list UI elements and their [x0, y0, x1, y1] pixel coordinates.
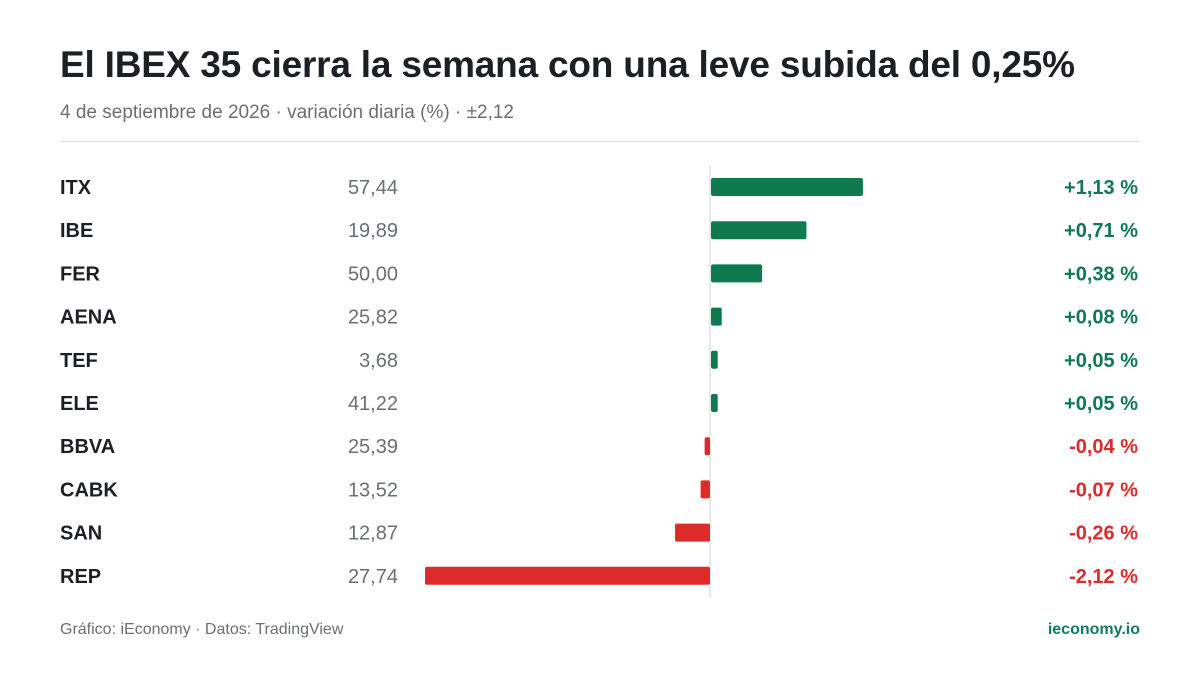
price-label: 3,68 [359, 350, 398, 372]
price-label: 19,89 [348, 220, 398, 242]
table-row: CABK 13,52 -0,07 % [60, 479, 1138, 501]
table-row: AENA 25,82 +0,08 % [60, 307, 1138, 329]
change-label: +1,13 % [1064, 177, 1138, 199]
price-label: 13,52 [348, 479, 398, 501]
table-row: REP 27,74 -2,12 % [60, 566, 1138, 588]
ticker-label: FER [60, 263, 101, 285]
bar-positive [711, 350, 718, 369]
chart-title: El IBEX 35 cierra la semana con una leve… [60, 44, 1075, 85]
brand-link[interactable]: ieconomy.io [1047, 621, 1140, 638]
table-row: ITX 57,44 +1,13 % [60, 177, 1138, 199]
table-row: FER 50,00 +0,38 % [60, 263, 1138, 285]
table-row: IBE 19,89 +0,71 % [60, 220, 1138, 242]
table-row: TEF 3,68 +0,05 % [60, 350, 1138, 372]
price-label: 12,87 [348, 523, 398, 545]
bar-negative [704, 437, 710, 456]
change-label: +0,38 % [1064, 263, 1138, 285]
bar-negative [675, 523, 710, 542]
change-label: +0,08 % [1064, 307, 1138, 329]
bar-positive [711, 264, 763, 283]
table-row: BBVA 25,39 -0,04 % [60, 436, 1138, 458]
price-label: 50,00 [348, 263, 398, 285]
price-label: 25,39 [348, 436, 398, 458]
change-label: +0,05 % [1064, 350, 1138, 372]
change-label: +0,71 % [1064, 220, 1138, 242]
change-label: -0,26 % [1069, 523, 1138, 545]
ticker-label: CABK [60, 479, 118, 501]
ticker-label: TEF [60, 350, 98, 372]
header-divider [60, 141, 1140, 142]
table-row: ELE 41,22 +0,05 % [60, 393, 1138, 415]
bar-positive [711, 221, 807, 240]
bar-positive [711, 394, 718, 412]
ticker-label: AENA [60, 307, 117, 329]
bar-positive [711, 178, 863, 196]
price-label: 41,22 [348, 393, 398, 415]
chart-subtitle: 4 de septiembre de 2026 · variación diar… [60, 102, 514, 123]
ticker-label: ELE [60, 393, 99, 415]
change-label: -0,07 % [1069, 479, 1138, 501]
bar-negative [425, 566, 710, 585]
change-label: -2,12 % [1069, 566, 1138, 588]
ticker-label: BBVA [60, 436, 115, 458]
price-label: 25,82 [348, 307, 398, 329]
change-label: +0,05 % [1064, 393, 1138, 415]
table-row: SAN 12,87 -0,26 % [60, 523, 1138, 545]
ticker-label: IBE [60, 220, 93, 242]
source-credit: Gráfico: iEconomy · Datos: TradingView [60, 621, 344, 638]
ticker-label: REP [60, 566, 101, 588]
price-label: 27,74 [348, 566, 398, 588]
bar-negative [700, 480, 710, 499]
bar-positive [711, 307, 722, 326]
price-label: 57,44 [348, 177, 398, 199]
change-label: -0,04 % [1069, 436, 1138, 458]
ticker-label: SAN [60, 523, 102, 545]
ticker-label: ITX [60, 177, 92, 199]
